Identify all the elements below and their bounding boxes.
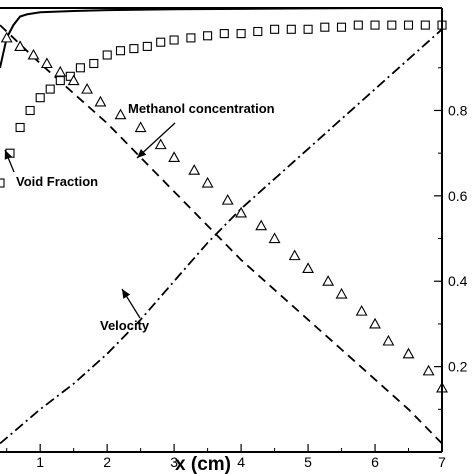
void-fraction-point-3 [25, 105, 35, 116]
void-fraction-point-24 [320, 22, 330, 32]
y-tick-label-2: 0.6 [448, 188, 468, 204]
void-fraction-point-30 [420, 20, 430, 30]
triangle-point-19 [302, 262, 314, 273]
void-fraction-point-20 [253, 26, 263, 37]
void-fraction-point-9 [89, 58, 99, 69]
x-tick-label-4: 5 [304, 454, 312, 470]
annotation-label-1: Void Fraction [16, 174, 98, 189]
x-tick-label-1: 2 [103, 454, 111, 470]
void-fraction-point-6 [55, 76, 65, 86]
triangle-point-11 [168, 151, 181, 162]
void-fraction-point-10 [102, 50, 112, 60]
triangle-point-3 [40, 57, 53, 69]
x-tick-label-3: 4 [237, 454, 245, 470]
triangle-point-10 [154, 138, 167, 150]
annotation-label-0: Methanol concentration [128, 101, 275, 116]
void-fraction-point-29 [403, 20, 414, 30]
void-fraction-point-13 [142, 41, 152, 51]
annotation-arrow-head-0 [137, 149, 147, 158]
void-fraction-point-17 [203, 31, 213, 41]
x-tick-label-0: 1 [36, 454, 44, 470]
plot-marks [0, 7, 448, 445]
void-fraction-point-0 [0, 178, 5, 188]
triangle-point-0 [0, 31, 13, 43]
x-tick-label-2: 3 [170, 454, 178, 470]
triangle-point-25 [402, 347, 415, 359]
series-line-0 [0, 24, 443, 445]
annotations-layer: Methanol concentration Void Fraction Veloc… [4, 101, 275, 333]
void-fraction-point-21 [270, 24, 280, 34]
triangle-point-26 [422, 364, 435, 376]
axes-layer: 1 2 3 4 5 6 7 0.2 0.4 0.6 0.8 [0, 7, 468, 470]
triangle-point-20 [322, 275, 335, 286]
y-tick-label-1: 0.4 [448, 273, 468, 289]
triangle-point-18 [288, 249, 301, 261]
triangle-point-5 [67, 74, 80, 86]
triangle-point-13 [201, 176, 214, 188]
void-fraction-point-22 [286, 24, 296, 34]
void-fraction-point-23 [303, 24, 313, 34]
triangle-point-16 [255, 219, 268, 231]
void-fraction-point-15 [169, 35, 179, 45]
triangle-point-17 [268, 232, 281, 244]
triangle-point-24 [382, 334, 395, 346]
triangle-point-8 [114, 108, 127, 120]
x-tick-label-5: 6 [371, 454, 379, 470]
void-fraction-point-25 [336, 22, 347, 32]
triangle-point-6 [81, 82, 93, 94]
void-fraction-point-11 [115, 46, 126, 56]
triangle-point-21 [335, 287, 348, 299]
void-fraction-point-2 [15, 122, 25, 133]
series-line-1 [0, 28, 443, 445]
triangle-point-23 [369, 317, 381, 329]
void-fraction-point-12 [129, 44, 139, 54]
void-fraction-point-18 [219, 29, 229, 39]
void-fraction-point-14 [156, 37, 166, 47]
annotation-arrow-head-2 [122, 289, 131, 299]
annotation-label-2: Velocity [100, 318, 150, 333]
triangle-point-4 [54, 65, 67, 77]
void-fraction-point-28 [387, 20, 397, 30]
void-fraction-point-27 [370, 20, 380, 30]
triangle-point-1 [14, 40, 27, 51]
annotation-arrow-head-1 [4, 150, 13, 160]
triangle-point-12 [188, 164, 201, 175]
triangle-point-7 [94, 95, 107, 107]
triangle-point-22 [355, 304, 368, 316]
triangle-point-9 [134, 121, 147, 133]
triangle-point-15 [235, 206, 248, 218]
void-fraction-point-26 [353, 20, 363, 30]
void-fraction-point-5 [45, 84, 55, 94]
x-tick-label-6: 7 [438, 454, 446, 470]
void-fraction-point-4 [35, 93, 45, 103]
y-tick-label-3: 0.8 [448, 102, 468, 118]
void-fraction-point-8 [75, 63, 85, 73]
x-axis-title: x (cm) [175, 454, 231, 474]
void-fraction-point-16 [186, 33, 196, 43]
void-fraction-point-19 [236, 29, 246, 39]
triangle-point-2 [27, 48, 40, 60]
y-tick-label-0: 0.2 [448, 359, 468, 375]
triangle-point-14 [221, 193, 234, 205]
